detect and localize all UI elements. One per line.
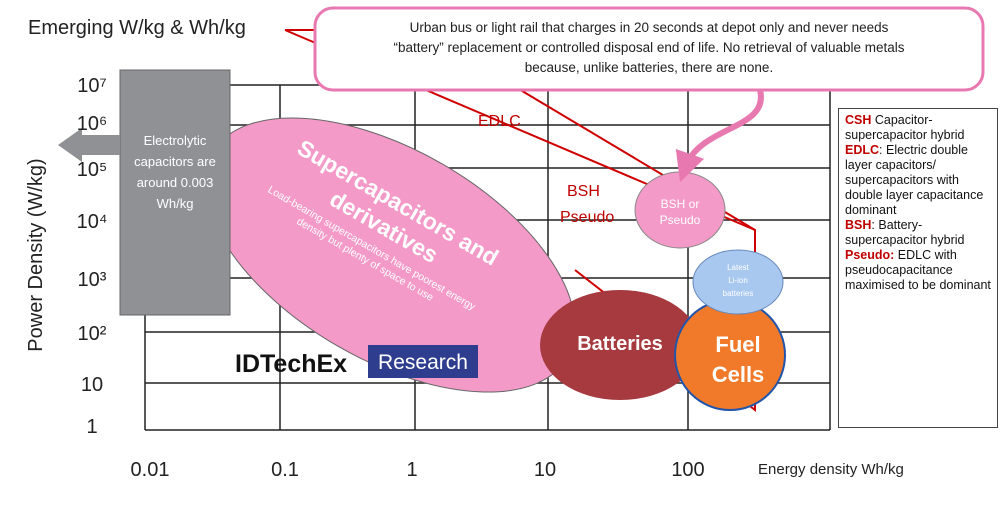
title: Emerging W/kg & Wh/kg <box>28 17 246 39</box>
liion-label: Latest <box>727 263 750 272</box>
legend-item: CSH Capacitor-supercapacitor hybrid <box>845 113 991 143</box>
y-tick-label: 10⁷ <box>77 75 106 97</box>
electrolytic-box <box>119 69 231 316</box>
y-tick-label: 10² <box>78 323 107 345</box>
electrolytic-text: around 0.003 <box>137 175 214 190</box>
x-axis-label: Energy density Wh/kg <box>758 461 904 478</box>
y-tick-label: 10⁶ <box>77 113 107 135</box>
legend-item: Pseudo: EDLC with pseudocapacitance maxi… <box>845 248 991 293</box>
electrolytic-text: capacitors are <box>134 154 216 169</box>
callout-text: Urban bus or light rail that charges in … <box>410 20 889 35</box>
legend-text: Capacitor-supercapacitor hybrid <box>845 113 965 142</box>
callout-arrow <box>675 89 764 183</box>
liion-label: Li-ion <box>728 276 748 285</box>
left-arrow <box>58 128 120 162</box>
logo-tag: Research <box>378 351 468 374</box>
x-tick-label: 100 <box>671 459 704 481</box>
electrolytic-text: Wh/kg <box>157 196 194 211</box>
edlc-label: EDLC <box>478 113 521 130</box>
batteries-label: Batteries <box>577 333 663 355</box>
legend: CSH Capacitor-supercapacitor hybrid EDLC:… <box>838 108 998 428</box>
legend-term: BSH <box>845 218 872 232</box>
batteries-region <box>540 290 700 400</box>
legend-term: Pseudo: <box>845 248 895 262</box>
bsh-label: BSH <box>567 183 600 200</box>
callout-box <box>313 6 985 92</box>
y-tick-label: 1 <box>86 416 97 438</box>
bsh-circle-label: Pseudo <box>660 213 701 227</box>
legend-text: : Electric double layer capacitors/ supe… <box>845 143 984 217</box>
bsh-circle-label: BSH or <box>661 197 700 211</box>
legend-term: CSH <box>845 113 872 127</box>
x-tick-label: 10 <box>534 459 556 481</box>
y-tick-label: 10³ <box>78 269 107 291</box>
callout-text: because, unlike batteries, there are non… <box>525 60 773 75</box>
electrolytic-text: Electrolytic <box>144 133 207 148</box>
pseudo-label: Pseudo <box>560 209 614 226</box>
liion-region <box>692 249 784 315</box>
legend-item: BSH: Battery-supercapacitor hybrid <box>845 218 991 248</box>
y-axis-label: Power Density (W/kg) <box>25 158 47 351</box>
x-tick-label: 0.1 <box>271 459 299 481</box>
y-tick-label: 10 <box>81 374 103 396</box>
y-tick-label: 10⁵ <box>77 159 108 181</box>
legend-term: EDLC <box>845 143 880 157</box>
fuel-label: Cells <box>712 362 765 387</box>
x-tick-label: 1 <box>406 459 417 481</box>
callout-text: “battery” replacement or controlled disp… <box>393 40 904 55</box>
logo-name: IDTechEx <box>235 350 347 378</box>
legend-text: EDLC with pseudocapacitance maximised to… <box>845 248 991 292</box>
legend-text: : Battery-supercapacitor hybrid <box>845 218 965 247</box>
y-tick-label: 10⁴ <box>77 211 108 233</box>
x-tick-label: 0.01 <box>131 459 170 481</box>
liion-label: batteries <box>723 289 754 298</box>
fuel-label: Fuel <box>715 332 760 357</box>
legend-item: EDLC: Electric double layer capacitors/ … <box>845 143 991 218</box>
logo-box <box>368 345 478 378</box>
